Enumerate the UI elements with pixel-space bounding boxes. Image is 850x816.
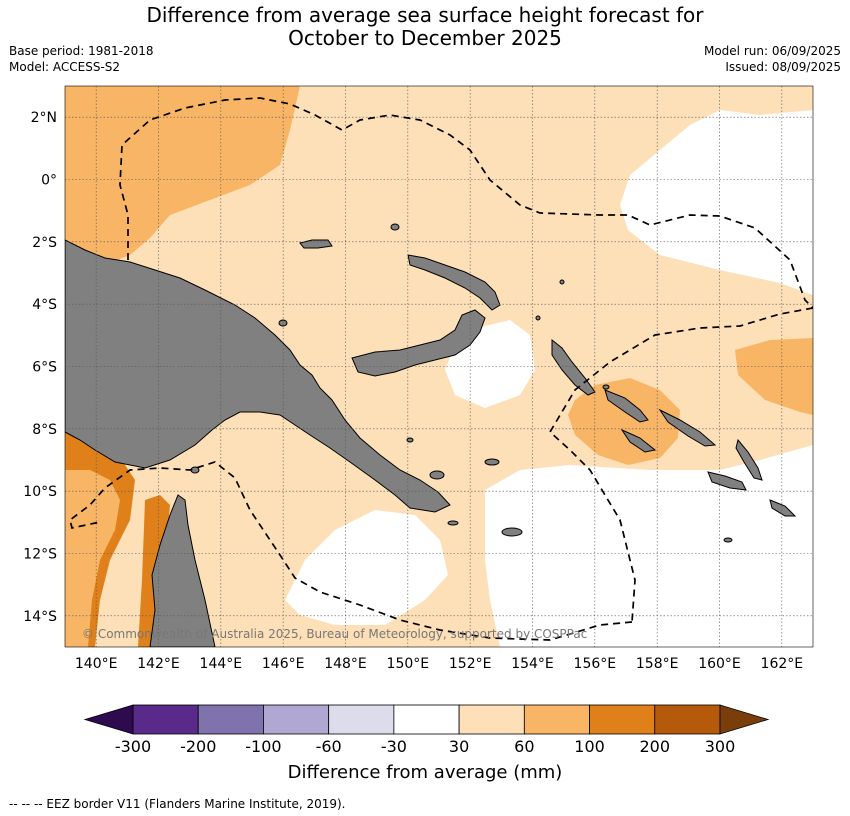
lon-label: 152°E (449, 656, 492, 672)
colorbar-tick-label: -100 (245, 737, 281, 756)
lon-label: 144°E (200, 656, 243, 672)
eez-png-north (119, 97, 813, 309)
meta-left: Base period: 1981-2018 Model: ACCESS-S2 (9, 43, 154, 75)
lat-label: 14°S (23, 609, 57, 625)
colorbar-tick-label: 200 (640, 737, 671, 756)
map-frame (64, 85, 814, 648)
latitude-labels: 2°N 0° 2°S 4°S 6°S 8°S 10°S 12°S 14°S (23, 110, 57, 625)
colorbar: -300 -200 -100 -60 -30 30 60 100 200 300 (83, 704, 770, 756)
model-name: Model: ACCESS-S2 (9, 60, 121, 74)
colorbar-segment (263, 704, 330, 735)
lon-label: 158°E (636, 656, 679, 672)
lat-label: 8°S (32, 422, 57, 438)
map-area: © Commonwealth of Australia 2025, Bureau… (65, 86, 813, 647)
copyright-notice: © Commonwealth of Australia 2025, Bureau… (82, 627, 587, 641)
colorbar-high-extension (719, 704, 770, 735)
colorbar-segment (589, 704, 656, 735)
neutral-region-coral-sea (485, 445, 813, 647)
lat-label: 6°S (32, 360, 57, 376)
meta-right: Model run: 06/09/2025 Issued: 08/09/2025 (704, 43, 841, 75)
lon-label: 142°E (137, 656, 180, 672)
lat-label: 2°S (32, 235, 57, 251)
land-cape-york (149, 494, 216, 647)
model-run: Model run: 06/09/2025 (703, 44, 841, 58)
chart-title: Difference from average sea surface heig… (0, 4, 850, 50)
band-60-100-bougainville (568, 378, 680, 465)
colorbar-segment (523, 704, 590, 735)
land-santa-isabel (658, 408, 717, 447)
eez-footnote: -- -- -- EEZ border V11 (Flanders Marine… (9, 797, 346, 811)
lat-label: 12°S (23, 547, 57, 563)
colorbar-segment (132, 704, 199, 735)
lat-label: 2°N (31, 110, 57, 126)
base-period: Base period: 1981-2018 (9, 44, 154, 58)
band-60-100-gulf (65, 470, 120, 647)
small-islands (190, 223, 733, 543)
band-60-100-northwest (65, 86, 300, 262)
land-new-georgia (620, 428, 657, 453)
title-line-1: Difference from average sea surface heig… (146, 3, 704, 27)
lon-label: 150°E (387, 656, 430, 672)
eez-png-east (548, 307, 813, 623)
land-new-britain (351, 309, 486, 377)
colorbar-segment (328, 704, 395, 735)
eez-borders (69, 97, 813, 641)
lon-label: 146°E (262, 656, 305, 672)
colorbar-segment (654, 704, 721, 735)
land-bougainville (551, 338, 596, 396)
issued-date: Issued: 08/09/2025 (725, 60, 841, 74)
lon-label: 156°E (574, 656, 617, 672)
neutral-region-southwest (285, 510, 448, 625)
colorbar-tick-label: 300 (705, 737, 736, 756)
land-guadalcanal (707, 471, 747, 491)
colorbar-tick-label: 60 (514, 737, 534, 756)
colorbar-tick-label: -300 (115, 737, 151, 756)
lat-label: 0° (41, 173, 57, 189)
colorbar-tick-label: -30 (381, 737, 407, 756)
lon-label: 140°E (75, 656, 118, 672)
land-choiseul (604, 389, 649, 423)
colorbar-segment (393, 704, 460, 735)
colorbar-tick-label: 100 (574, 737, 605, 756)
colorbar-segment (197, 704, 264, 735)
colorbar-segment (458, 704, 525, 735)
lon-label: 148°E (324, 656, 367, 672)
title-line-2: October to December 2025 (288, 26, 562, 50)
colorbar-low-extension (83, 704, 134, 735)
colorbar-tick-label: -200 (180, 737, 216, 756)
colorbar-tick-label: 30 (449, 737, 469, 756)
lon-label: 154°E (511, 656, 554, 672)
longitude-labels: 140°E 142°E 144°E 146°E 148°E 150°E 152°E 154°E… (75, 656, 803, 672)
colorbar-title: Difference from average (mm) (288, 762, 563, 783)
lon-label: 160°E (698, 656, 741, 672)
lat-label: 10°S (23, 484, 57, 500)
band-60-100-east (735, 338, 813, 415)
land-malaita (735, 438, 763, 481)
land-new-ireland (407, 254, 501, 311)
lat-label: 4°S (32, 297, 57, 313)
neutral-region-northeast (620, 110, 813, 295)
land-new-guinea (65, 239, 451, 513)
lon-label: 162°E (761, 656, 804, 672)
eez-png-south (69, 461, 633, 641)
graticule (65, 86, 813, 647)
land-makira (769, 499, 797, 517)
colorbar-tick-label: -60 (316, 737, 342, 756)
